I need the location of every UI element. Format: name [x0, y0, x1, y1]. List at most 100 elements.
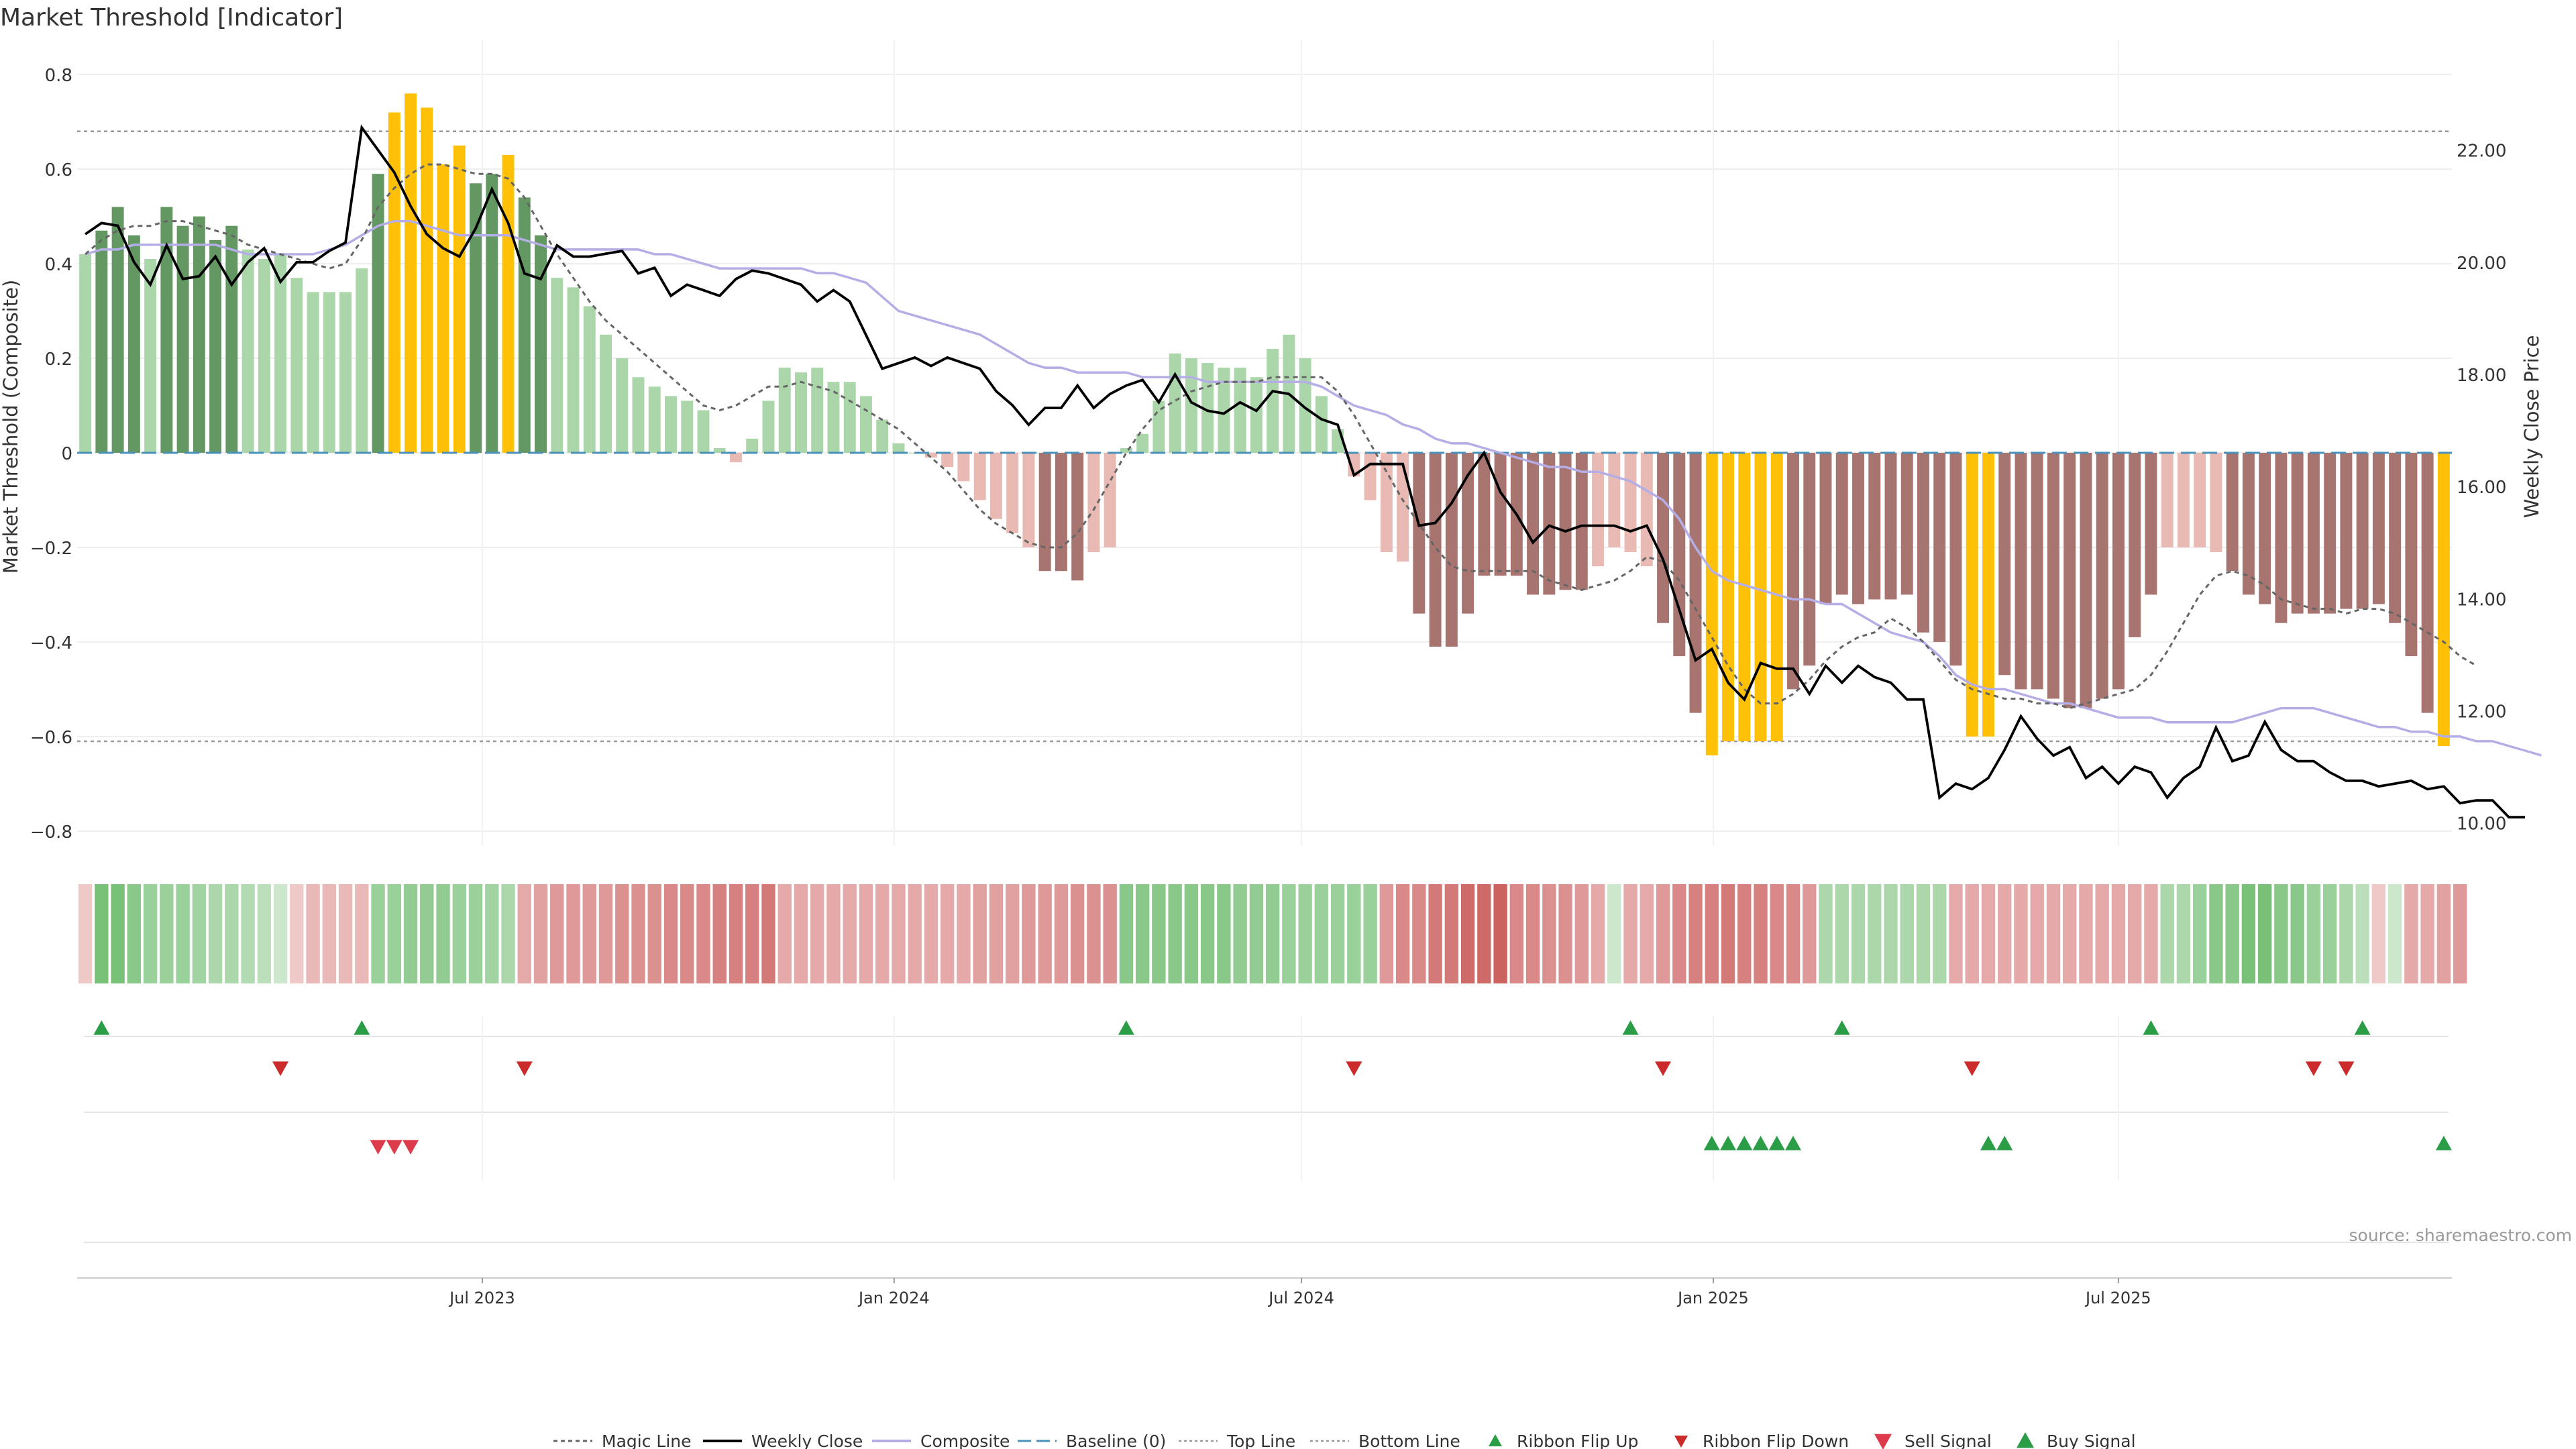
ribbon-cell [1103, 884, 1117, 983]
y-tick-label: −0.4 [30, 633, 72, 653]
ribbon-flip-up-marker [1118, 1020, 1134, 1035]
composite-bar [1038, 453, 1051, 572]
ribbon-flip-up-marker [1622, 1020, 1639, 1035]
x-tick-label: Jul 2023 [448, 1289, 515, 1307]
ribbon-cell [355, 884, 369, 983]
composite-bar [1527, 453, 1540, 595]
ribbon-cell [1135, 884, 1150, 983]
ribbon-cell [631, 884, 645, 983]
composite-bar [1917, 453, 1929, 633]
composite-bar [924, 453, 937, 458]
ribbon-flip-down-marker [2305, 1061, 2322, 1076]
ribbon-cell [1721, 884, 1735, 983]
composite-bar [176, 225, 189, 453]
composite-bar [567, 287, 580, 453]
composite-bar [2275, 453, 2288, 623]
ribbon-cell [436, 884, 450, 983]
ribbon-cell [745, 884, 759, 983]
ribbon-flip-down-marker [516, 1061, 533, 1076]
composite-bar [2437, 453, 2450, 746]
composite-bar [1315, 396, 1328, 453]
composite-bar [405, 93, 417, 453]
composite-bar [307, 292, 319, 453]
composite-bar [1120, 447, 1132, 453]
ribbon-cell [2290, 884, 2304, 983]
ribbon-cell [957, 884, 971, 983]
ribbon-cell [78, 884, 93, 983]
ribbon-cell [2420, 884, 2434, 983]
composite-bar [681, 400, 694, 453]
composite-bar [1136, 433, 1149, 453]
ribbon-cell [647, 884, 661, 983]
composite-bar [1900, 453, 1913, 595]
ribbon-cell [2014, 884, 2028, 983]
ribbon-strip [78, 884, 2467, 983]
composite-bar [1250, 377, 1263, 453]
ribbon-cell [1916, 884, 1931, 983]
ribbon-cell [1933, 884, 1947, 983]
ribbon-flip-down-marker [1655, 1061, 1672, 1076]
y2-tick-label: 22.00 [2457, 142, 2506, 162]
ribbon-cell [1574, 884, 1589, 983]
ribbon-cell [1558, 884, 1572, 983]
buy-signal-marker [1752, 1136, 1769, 1150]
x-tick-label: Jan 2024 [857, 1289, 930, 1307]
ribbon-cell [1412, 884, 1426, 983]
composite-bar [2096, 453, 2108, 699]
ribbon-cell [1168, 884, 1182, 983]
ribbon-cell [371, 884, 385, 983]
composite-line [85, 219, 2542, 757]
ribbon-cell [1705, 884, 1719, 983]
composite-bar [616, 358, 629, 453]
ribbon-cell [1819, 884, 1833, 983]
composite-bar [1559, 453, 1572, 590]
composite-bar [111, 207, 124, 453]
composite-bar [1657, 453, 1670, 623]
ribbon-cell [2046, 884, 2061, 983]
ribbon-cell [2095, 884, 2109, 983]
composite-bar [1218, 368, 1230, 453]
y2-tick-label: 16.00 [2457, 478, 2506, 498]
composite-bar [583, 306, 596, 453]
composite-bar [697, 410, 710, 453]
composite-bar [1933, 453, 1946, 642]
ribbon-cell [1656, 884, 1670, 983]
y2-tick-label: 10.00 [2457, 814, 2506, 835]
ribbon-cell [550, 884, 564, 983]
composite-bar [1966, 453, 1978, 737]
ribbon-cell [566, 884, 580, 983]
grid [77, 40, 2452, 845]
ribbon-cell [1233, 884, 1247, 983]
ribbon-cell [338, 884, 353, 983]
ribbon-cell [680, 884, 694, 983]
y2-tick-label: 20.00 [2457, 254, 2506, 274]
composite-bar [1884, 453, 1897, 600]
composite-bar [2242, 453, 2255, 595]
composite-bar [2324, 453, 2337, 614]
composite-bar [1071, 453, 1084, 581]
composite-bar [160, 207, 173, 453]
composite-bar [2340, 453, 2353, 609]
x-tick-label: Jan 2025 [1676, 1289, 1749, 1307]
ribbon-cell [1770, 884, 1784, 983]
composite-bar [2112, 453, 2125, 690]
ribbon-cell [810, 884, 824, 983]
composite-bar [1868, 453, 1881, 600]
ribbon-flip-up-marker [93, 1020, 110, 1035]
ribbon-cell [1868, 884, 1882, 983]
legend-label: Top Line [1226, 1432, 1295, 1449]
composite-bar [1543, 453, 1556, 595]
ribbon-cell [533, 884, 548, 983]
legend-item: Weekly Close [703, 1432, 863, 1449]
legend-item: Ribbon Flip Down [1674, 1432, 1849, 1449]
composite-bar [876, 419, 889, 453]
ribbon-cell [2387, 884, 2402, 983]
composite-bar [778, 368, 791, 453]
ribbon-cell [1688, 884, 1703, 983]
ribbon-cell [908, 884, 922, 983]
x-tick-label: Jul 2025 [2084, 1289, 2151, 1307]
composite-bar [648, 386, 661, 453]
ribbon-cell [1005, 884, 1020, 983]
composite-bar [79, 254, 92, 453]
ribbon-cell [875, 884, 890, 983]
